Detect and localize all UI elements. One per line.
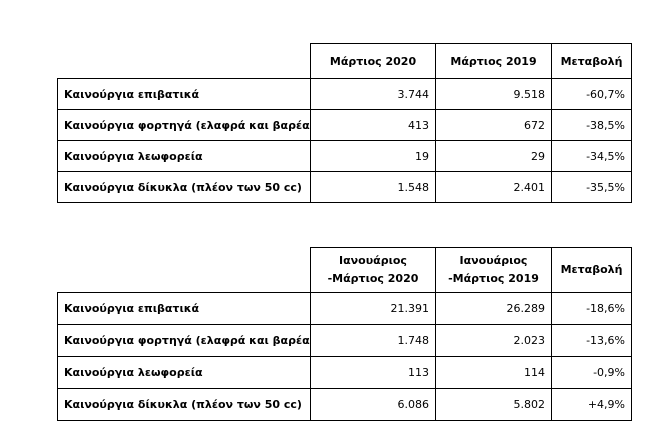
row-label: Καινούργια δίκυκλα (πλέον των 50 cc) bbox=[57, 171, 311, 203]
table-row: Καινούργια φορτηγά (ελαφρά και βαρέα) 1.… bbox=[57, 324, 632, 357]
row-label: Καινούργια επιβατικά bbox=[57, 78, 311, 110]
header-line: -Μάρτιος 2020 bbox=[327, 272, 419, 285]
row-label: Καινούργια φορτηγά (ελαφρά και βαρέα) bbox=[57, 324, 311, 357]
empty-corner-cell bbox=[57, 43, 311, 79]
header-line: Ιανουάριος bbox=[339, 254, 407, 267]
table-row: Καινούργια δίκυκλα (πλέον των 50 cc) 1.5… bbox=[57, 171, 632, 203]
header-jan-march-2019: Ιανουάριος -Μάρτιος 2019 bbox=[435, 247, 552, 293]
header-line: -Μάρτιος 2019 bbox=[448, 272, 539, 285]
row-label: Καινούργια λεωφορεία bbox=[57, 140, 311, 172]
change-value: -0,9% bbox=[551, 356, 632, 389]
header-change: Μεταβολή bbox=[551, 43, 632, 79]
value-2019: 9.518 bbox=[435, 78, 552, 110]
jan-march-registrations-table: Ιανουάριος -Μάρτιος 2020 Ιανουάριος -Μάρ… bbox=[57, 247, 632, 421]
value-2019: 29 bbox=[435, 140, 552, 172]
value-2020: 1.548 bbox=[310, 171, 436, 203]
change-value: -35,5% bbox=[551, 171, 632, 203]
change-value: -13,6% bbox=[551, 324, 632, 357]
value-2019: 5.802 bbox=[435, 388, 552, 421]
value-2020: 6.086 bbox=[310, 388, 436, 421]
header-march-2019: Μάρτιος 2019 bbox=[435, 43, 552, 79]
table-row: Καινούργια φορτηγά (ελαφρά και βαρέα) 41… bbox=[57, 109, 632, 141]
table-row: Καινούργια λεωφορεία 113 114 -0,9% bbox=[57, 356, 632, 389]
header-jan-march-2020: Ιανουάριος -Μάρτιος 2020 bbox=[310, 247, 436, 293]
change-value: +4,9% bbox=[551, 388, 632, 421]
header-line: Μεταβολή bbox=[560, 263, 623, 276]
change-value: -18,6% bbox=[551, 292, 632, 325]
value-2019: 2.401 bbox=[435, 171, 552, 203]
table-header-row: Μάρτιος 2020 Μάρτιος 2019 Μεταβολή bbox=[57, 43, 632, 79]
value-2020: 113 bbox=[310, 356, 436, 389]
table-row: Καινούργια δίκυκλα (πλέον των 50 cc) 6.0… bbox=[57, 388, 632, 421]
value-2020: 19 bbox=[310, 140, 436, 172]
value-2020: 3.744 bbox=[310, 78, 436, 110]
value-2020: 413 bbox=[310, 109, 436, 141]
change-value: -60,7% bbox=[551, 78, 632, 110]
header-march-2020: Μάρτιος 2020 bbox=[310, 43, 436, 79]
value-2020: 21.391 bbox=[310, 292, 436, 325]
value-2019: 26.289 bbox=[435, 292, 552, 325]
table-row: Καινούργια επιβατικά 21.391 26.289 -18,6… bbox=[57, 292, 632, 325]
value-2019: 114 bbox=[435, 356, 552, 389]
header-line: Ιανουάριος bbox=[459, 254, 528, 267]
row-label: Καινούργια επιβατικά bbox=[57, 292, 311, 325]
row-label: Καινούργια λεωφορεία bbox=[57, 356, 311, 389]
table-header-row: Ιανουάριος -Μάρτιος 2020 Ιανουάριος -Μάρ… bbox=[57, 247, 632, 293]
value-2019: 2.023 bbox=[435, 324, 552, 357]
header-change: Μεταβολή bbox=[551, 247, 632, 293]
table-row: Καινούργια επιβατικά 3.744 9.518 -60,7% bbox=[57, 78, 632, 110]
march-registrations-table: Μάρτιος 2020 Μάρτιος 2019 Μεταβολή Καινο… bbox=[57, 43, 632, 203]
value-2020: 1.748 bbox=[310, 324, 436, 357]
row-label: Καινούργια δίκυκλα (πλέον των 50 cc) bbox=[57, 388, 311, 421]
change-value: -34,5% bbox=[551, 140, 632, 172]
value-2019: 672 bbox=[435, 109, 552, 141]
table-row: Καινούργια λεωφορεία 19 29 -34,5% bbox=[57, 140, 632, 172]
row-label: Καινούργια φορτηγά (ελαφρά και βαρέα) bbox=[57, 109, 311, 141]
change-value: -38,5% bbox=[551, 109, 632, 141]
empty-corner-cell bbox=[57, 247, 311, 293]
